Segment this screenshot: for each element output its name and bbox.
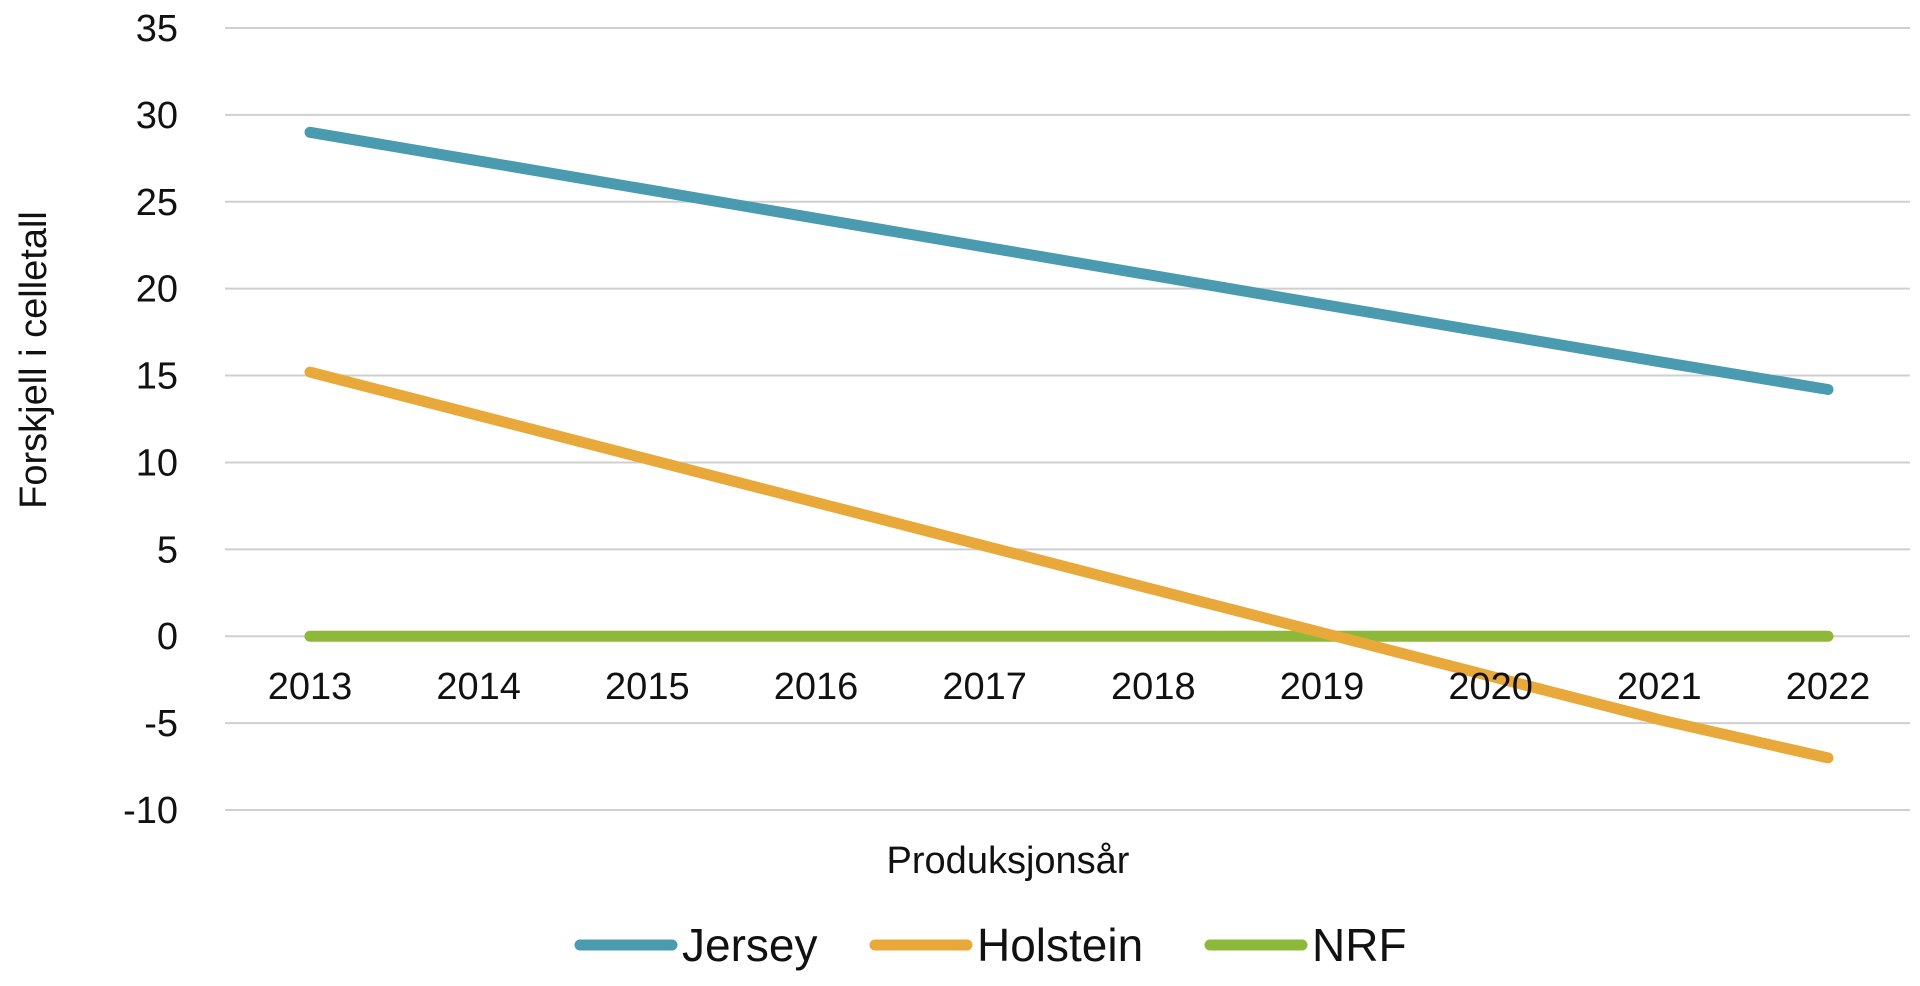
x-tick-label: 2013 bbox=[268, 666, 353, 708]
y-tick-label: 20 bbox=[136, 269, 178, 311]
x-tick-label: 2019 bbox=[1280, 666, 1365, 708]
y-tick-label: 35 bbox=[136, 8, 178, 50]
y-axis-ticks: 35 30 25 20 15 10 5 0 -5 -10 bbox=[123, 8, 178, 832]
x-tick-label: 2017 bbox=[942, 666, 1027, 708]
y-tick-label: -5 bbox=[144, 703, 178, 745]
x-axis-title: Produksjonsår bbox=[887, 840, 1130, 882]
y-tick-label: 25 bbox=[136, 182, 178, 224]
y-tick-label: 0 bbox=[157, 616, 178, 658]
x-tick-label: 2015 bbox=[605, 666, 690, 708]
series-line-jersey bbox=[304, 126, 1834, 395]
y-axis-title: Forskjell i celletall bbox=[13, 211, 55, 509]
x-tick-label: 2022 bbox=[1786, 666, 1871, 708]
x-tick-label: 2021 bbox=[1617, 666, 1702, 708]
series-lines bbox=[304, 126, 1834, 764]
legend-label-nrf: NRF bbox=[1312, 919, 1407, 971]
gridlines bbox=[225, 27, 1910, 811]
x-tick-label: 2018 bbox=[1111, 666, 1196, 708]
x-axis-ticks: 2013 2014 2015 2016 2017 2018 2019 2020 2021 2022 bbox=[268, 666, 1871, 708]
legend: Jersey Holstein NRF bbox=[574, 919, 1407, 971]
series-line-holstein bbox=[304, 366, 1834, 764]
x-tick-label: 2016 bbox=[774, 666, 859, 708]
legend-label-holstein: Holstein bbox=[977, 919, 1143, 971]
y-tick-label: 30 bbox=[136, 95, 178, 137]
x-tick-label: 2014 bbox=[436, 666, 521, 708]
legend-label-jersey: Jersey bbox=[682, 919, 817, 971]
y-tick-label: 10 bbox=[136, 442, 178, 484]
x-tick-label: 2020 bbox=[1448, 666, 1533, 708]
y-tick-label: -10 bbox=[123, 790, 178, 832]
y-tick-label: 15 bbox=[136, 356, 178, 398]
y-tick-label: 5 bbox=[157, 529, 178, 571]
